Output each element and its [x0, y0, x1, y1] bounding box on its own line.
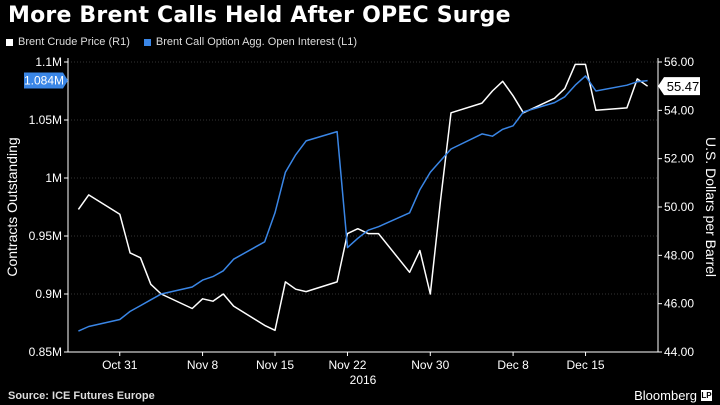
x-tick-label: Oct 31: [102, 358, 138, 372]
y-left-tick-label: 1.1M: [35, 55, 62, 69]
series-line-brent: [77, 63, 649, 332]
y-left-axis-title: Contracts Outstanding: [4, 137, 20, 276]
y-right-tick-label: 54.00: [664, 103, 694, 117]
y-right-axis-title: U.S. Dollars per Barrel: [703, 137, 719, 277]
last-value-badge-left: [24, 72, 68, 89]
y-left-tick-label: 0.9M: [35, 287, 62, 301]
last-value-badge-right: [658, 77, 700, 96]
y-left-tick-label: 1M: [45, 171, 62, 185]
y-left-tick-label: 1.05M: [29, 113, 62, 127]
y-left-tick-label: 0.95M: [29, 229, 62, 243]
x-tick-label: Nov 8: [187, 358, 219, 372]
y-right-tick-label: 44.00: [664, 345, 694, 359]
chart-legend: Brent Crude Price (R1) Brent Call Option…: [6, 36, 357, 48]
legend-swatch-brent: [6, 38, 13, 46]
x-tick-label: Nov 22: [328, 358, 366, 372]
y-right-tick-label: 56.00: [664, 55, 694, 69]
legend-item-options: Brent Call Option Agg. Open Interest (L1…: [143, 36, 358, 48]
y-right-tick-label: 48.00: [664, 248, 694, 262]
brand-mark-icon: LP: [701, 390, 712, 401]
source-note: Source: ICE Futures Europe: [8, 390, 155, 402]
y-left-tick-label: 0.85M: [29, 345, 62, 359]
x-tick-label: Nov 30: [411, 358, 449, 372]
legend-swatch-options: [143, 38, 151, 46]
legend-item-brent: Brent Crude Price (R1): [6, 36, 130, 48]
y-right-tick-label: 46.00: [664, 297, 694, 311]
last-value-label-left: 1.084M: [24, 74, 64, 88]
x-tick-label: Dec 15: [567, 358, 605, 372]
x-axis-label: 2016: [350, 373, 377, 387]
brand-logo: Bloomberg LP: [634, 388, 712, 403]
x-tick-label: Nov 15: [256, 358, 294, 372]
chart-title: More Brent Calls Held After OPEC Surge: [8, 3, 511, 28]
x-tick-label: Dec 8: [497, 358, 529, 372]
y-right-tick-label: 50.00: [664, 200, 694, 214]
last-value-label-right: 55.47: [667, 79, 700, 94]
legend-label-options: Brent Call Option Agg. Open Interest (L1…: [155, 36, 358, 48]
series-line-options: [78, 75, 648, 332]
brand-name: Bloomberg: [634, 388, 697, 403]
y-right-tick-label: 52.00: [664, 152, 694, 166]
legend-label-brent: Brent Crude Price (R1): [18, 36, 130, 48]
